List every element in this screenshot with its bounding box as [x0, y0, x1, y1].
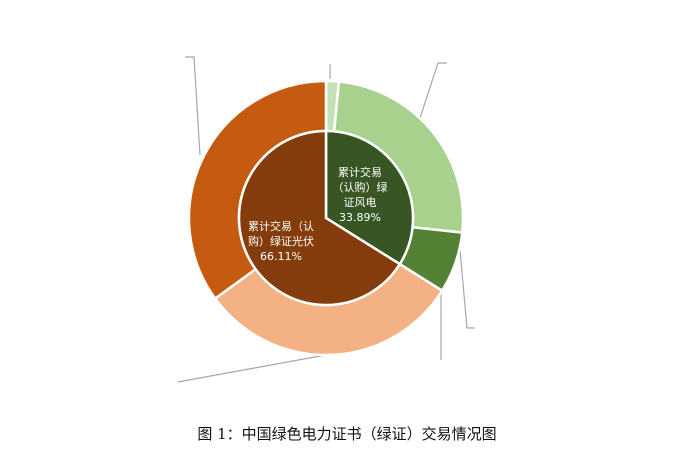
leader-line-2 — [419, 62, 447, 119]
leader-line-3 — [459, 249, 475, 329]
inner-data-label: （认购）绿 — [333, 180, 388, 194]
inner-data-label: 33.89% — [339, 211, 381, 224]
inner-data-label: 购）绿证光伏 — [248, 234, 314, 248]
inner-data-label: 累计交易 — [338, 165, 382, 179]
inner-data-label: 66.11% — [260, 250, 302, 263]
leader-line-0 — [185, 56, 201, 156]
inner-data-label: 证风电 — [344, 196, 377, 209]
figure-caption: 图 1：中国绿色电力证书（绿证）交易情况图 — [197, 425, 497, 443]
leader-line-5 — [177, 353, 332, 383]
inner-pie-slice-1[interactable] — [237, 129, 402, 307]
inner-data-label: 累计交易（认 — [248, 219, 314, 233]
